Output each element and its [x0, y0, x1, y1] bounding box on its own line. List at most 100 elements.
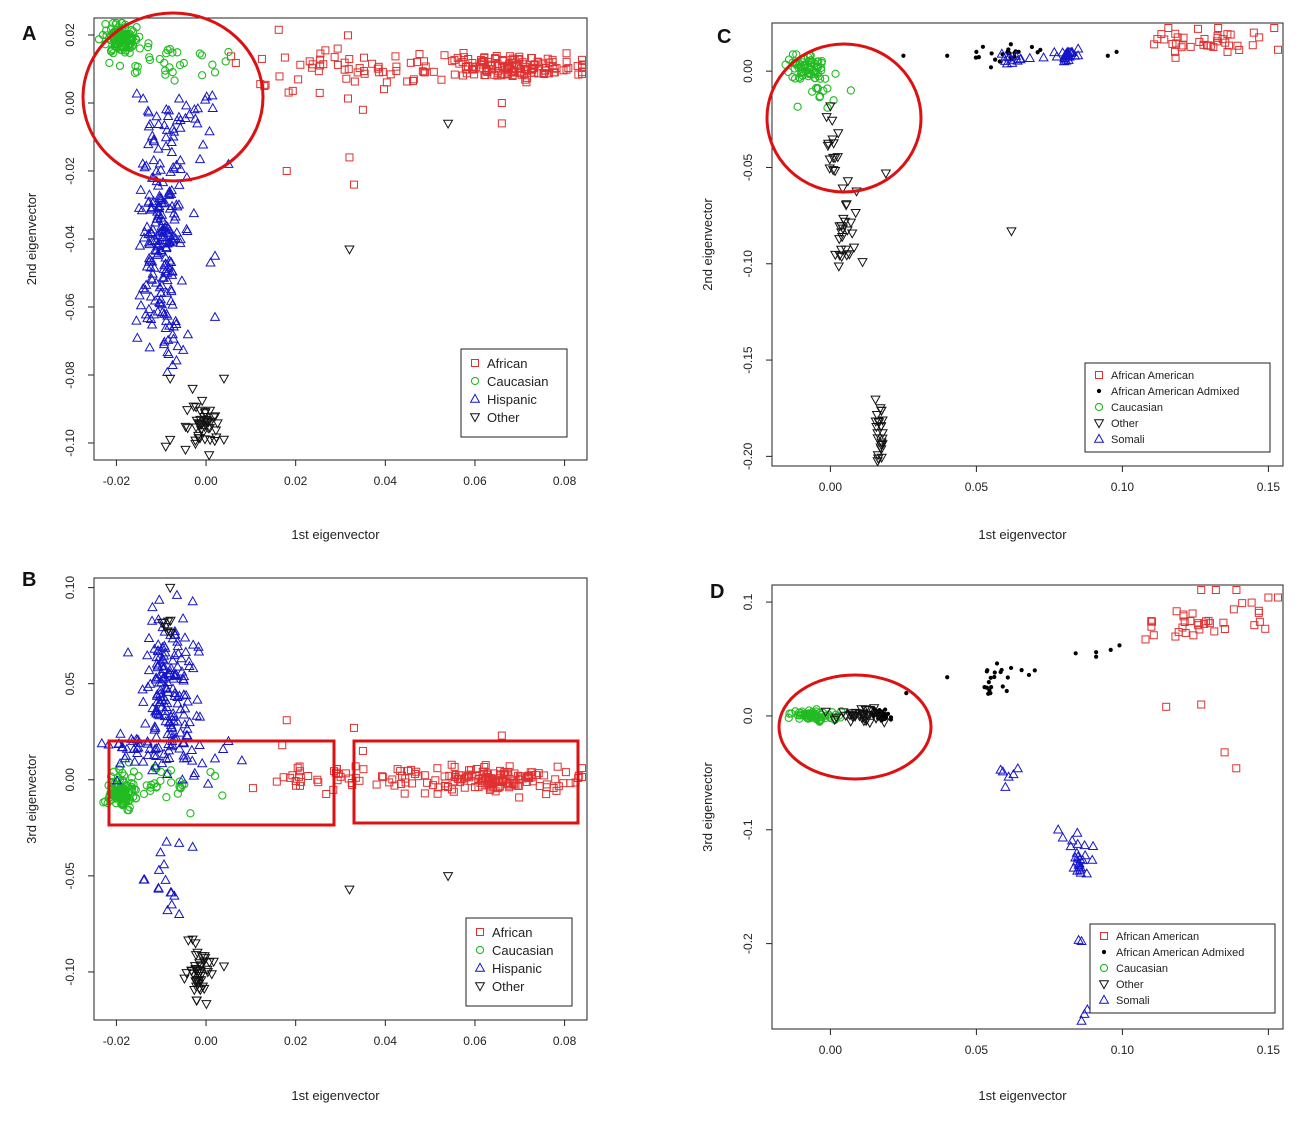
panel-a-hispanic-point — [144, 342, 155, 352]
panel-a-african-point — [358, 105, 367, 114]
panel-b-caucasian-point — [218, 791, 227, 800]
panel-b-african-point — [396, 767, 405, 776]
panel-d-african-american-point — [1178, 623, 1187, 632]
panel-b-african-point — [431, 776, 440, 785]
panel-d-african-american-point — [1147, 622, 1156, 631]
panel-b-african-point — [355, 776, 364, 785]
panel-d-somali-point — [1079, 1008, 1090, 1018]
panel-b-hispanic-point — [154, 696, 166, 707]
panel-b-legend-hispanic-marker — [474, 962, 486, 972]
panel-a-african-point — [275, 72, 284, 81]
panel-a-hispanic-point — [175, 122, 186, 132]
panel-b-other-point — [193, 984, 205, 994]
panel-a-other-point — [188, 402, 199, 412]
panel-d-y-tick-label: -0.2 — [741, 933, 755, 954]
panel-b-hispanic-point — [160, 874, 171, 884]
panel-c-african-american-point — [1173, 33, 1182, 42]
panel-a-african-point — [497, 99, 506, 107]
panel-a-caucasian-point — [170, 76, 179, 85]
panel-d-legend-somali-label: Somali — [1116, 995, 1150, 1007]
panel-b-african-point — [468, 771, 477, 780]
panel-b-x-tick-label: 0.00 — [194, 1034, 218, 1048]
panel-a-african-point — [421, 68, 430, 77]
panel-b-african-point — [566, 779, 575, 788]
panel-c-other-point — [833, 262, 845, 272]
panel-b-hispanic-point — [178, 753, 190, 763]
panel-d-x-tick-label: 0.00 — [819, 1043, 843, 1057]
panel-a-hispanic-point — [166, 146, 178, 156]
panel-a-hispanic-point — [172, 201, 183, 211]
panel-d-african-american-point — [1147, 617, 1156, 626]
panel-a-caucasian-point — [135, 44, 144, 53]
panel-c-somali-point — [1049, 46, 1060, 57]
panel-a-caucasian-point — [165, 44, 175, 54]
panel-a-african-point — [421, 62, 430, 71]
panel-d-african-american-admixed-point — [1108, 647, 1113, 652]
panel-c-african-american-admixed-point — [989, 51, 994, 56]
panel-a-hispanic-point — [170, 232, 181, 243]
panel-a-african-point — [378, 67, 387, 76]
panel-a-caucasian-point — [108, 18, 118, 28]
panel-a-african-point — [486, 60, 495, 69]
panel-b-y-axis-label: 3rd eigenvector — [24, 754, 39, 844]
panel-c-other-point — [872, 451, 884, 461]
panel-b-african-point — [552, 786, 561, 795]
panel-a-african-point — [350, 77, 359, 86]
panel-c-other-point — [857, 258, 868, 268]
panel-a-hispanic-point — [143, 138, 154, 149]
panel-a-hispanic-point — [170, 315, 181, 326]
panel-d-somali-point — [1057, 832, 1069, 842]
panel-b-hispanic-point — [177, 613, 189, 623]
panel-b-african-point — [314, 778, 323, 787]
panel-a-african-point — [508, 71, 517, 80]
panel-a-other-point — [212, 419, 223, 429]
panel-a-other-point — [164, 374, 176, 385]
panel-a-hispanic-point — [167, 161, 179, 172]
panel-c-y-tick-label: 0.00 — [741, 59, 755, 83]
panel-a-african-point — [360, 69, 369, 78]
panel-c-legend-african-american-admixed-marker — [1096, 388, 1102, 394]
panel-d-african-american-admixed-point — [945, 675, 950, 680]
panel-d-other-point — [861, 715, 873, 725]
panel-b-african-point — [388, 775, 397, 784]
panel-c-other-point — [842, 177, 854, 187]
panel-a-other-point — [210, 426, 222, 436]
panel-b-hispanic-point — [149, 721, 161, 731]
highlight-box-b-right — [352, 739, 580, 825]
panel-b-legend-other-marker — [474, 982, 486, 992]
panel-b-hispanic-point — [113, 738, 125, 748]
panel-b-african-point — [462, 773, 471, 782]
panel-c-somali-point — [1000, 51, 1011, 61]
panel-b-african-point — [440, 782, 449, 791]
panel-d-african-american-point — [1195, 625, 1204, 634]
panel-a-hispanic-point — [166, 184, 178, 195]
panel-b-african-point — [291, 781, 300, 790]
panel-c-other-point — [842, 226, 853, 236]
panel-a-african-point — [472, 62, 481, 71]
panel-a-african-point — [257, 54, 266, 63]
panel-a-hispanic-point — [190, 113, 201, 123]
panel-c-y-axis-label: 2nd eigenvector — [700, 198, 715, 291]
highlight-box-b-left — [107, 739, 336, 827]
panel-b-other-point — [195, 976, 207, 986]
panel-c-african-american-admixed-point — [901, 53, 906, 58]
panel-b-hispanic-point — [150, 750, 162, 761]
panel-a-other-point — [218, 374, 230, 385]
panel-a-other-point — [160, 442, 171, 453]
panel-d-somali-point — [1075, 867, 1087, 877]
panel-b-hispanic-point — [142, 681, 154, 691]
panel-d-african-american-admixed-point — [1073, 651, 1078, 656]
panel-c-y-tick-label: -0.05 — [741, 153, 755, 181]
panel-c-african-american-admixed-point — [1105, 53, 1110, 58]
panel-b-african-point — [489, 782, 498, 791]
panel-b-hispanic-point — [147, 702, 158, 713]
panel-a-hispanic-point — [148, 309, 160, 319]
panel-b-caucasian-point — [210, 771, 220, 781]
panel-a-african-point — [305, 57, 314, 66]
panel-d-somali-point — [1081, 868, 1093, 878]
panel-b-hispanic-point — [183, 655, 195, 666]
panel-d-x-tick-label: 0.05 — [965, 1043, 989, 1057]
panel-b-hispanic-point — [111, 775, 123, 785]
panel-a-x-tick-label: 0.08 — [553, 474, 577, 488]
panel-c-caucasian-point — [790, 74, 800, 83]
